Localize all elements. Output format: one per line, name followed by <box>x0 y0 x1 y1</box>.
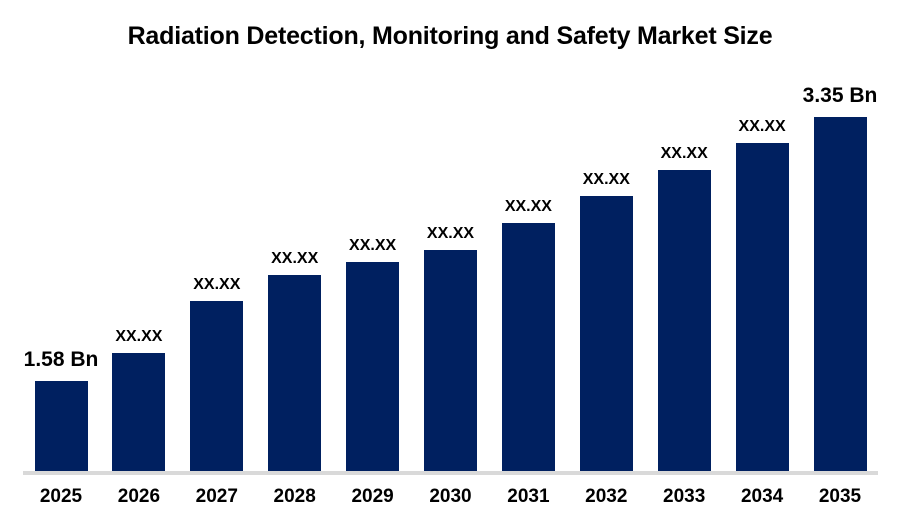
bar-2033 <box>657 170 711 472</box>
bar-2032 <box>579 196 633 472</box>
bar-value-label-2032: XX.XX <box>582 171 630 188</box>
bar-2026 <box>112 353 166 472</box>
bar-value-label-2029: XX.XX <box>349 237 397 254</box>
bar-2027 <box>190 301 244 472</box>
x-tick-label-2035: 2035 <box>818 486 862 507</box>
bar-value-label-2026: XX.XX <box>115 328 163 345</box>
bar-2025 <box>34 381 88 472</box>
bar-2029 <box>346 262 400 472</box>
x-tick-label-2028: 2028 <box>273 486 316 507</box>
bar-value-label-2033: XX.XX <box>660 145 708 162</box>
bar-2034 <box>735 143 789 472</box>
x-tick-label-2029: 2029 <box>351 486 394 507</box>
x-tick-label-2034: 2034 <box>740 486 784 507</box>
bar-value-label-2027: XX.XX <box>193 276 241 293</box>
x-tick-label-2032: 2032 <box>585 486 628 507</box>
x-tick-label-2031: 2031 <box>507 486 550 507</box>
x-tick-label-2027: 2027 <box>195 486 238 507</box>
bar-2035 <box>813 117 867 472</box>
bar-2031 <box>501 223 555 472</box>
bar-value-label-2025: 1.58 Bn <box>23 348 99 371</box>
x-tick-label-2033: 2033 <box>663 486 706 507</box>
bar-value-label-2034: XX.XX <box>738 118 786 135</box>
x-axis-line <box>23 471 878 475</box>
bar-2030 <box>424 250 477 472</box>
x-tick-label-2025: 2025 <box>39 486 83 507</box>
chart-title: Radiation Detection, Monitoring and Safe… <box>127 22 773 50</box>
bar-value-label-2030: XX.XX <box>426 225 475 242</box>
bar-value-label-2035: 3.35 Bn <box>802 84 878 107</box>
x-tick-label-2026: 2026 <box>117 486 161 507</box>
bar-value-label-2028: XX.XX <box>271 250 319 267</box>
bar-value-label-2031: XX.XX <box>504 198 552 215</box>
bar-2028 <box>268 275 322 472</box>
x-tick-label-2030: 2030 <box>429 486 472 507</box>
